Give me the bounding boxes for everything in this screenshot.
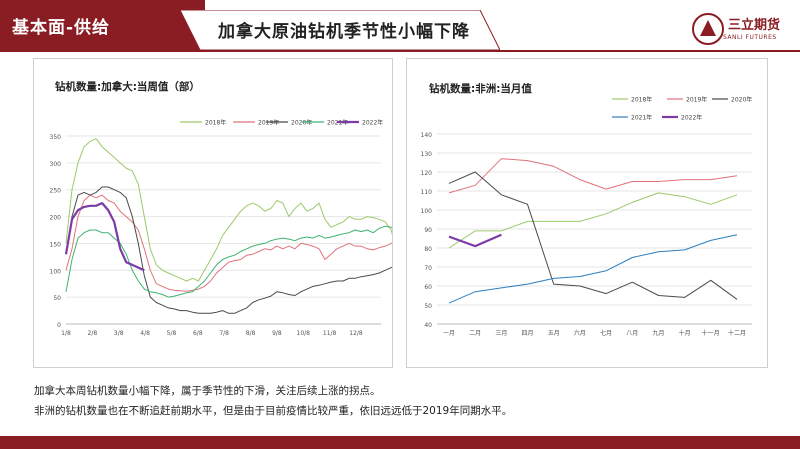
section-title: 基本面-供给: [12, 18, 111, 38]
series-line: [65, 225, 404, 298]
chart-canada: 0 50 100 150 200 250 300 350 1/8 2/8 3/8 4/8 5/8 6/8 7…: [50, 119, 410, 337]
series-line: [448, 158, 738, 194]
x-tick-label: 5/8: [167, 330, 177, 337]
legend-label: 2022年: [681, 114, 702, 122]
series-line: [65, 138, 404, 284]
x-tick-label: 五月: [548, 330, 560, 337]
footer-bar: [0, 436, 800, 449]
chart-panel-africa: 钻机数量:非洲:当月值 40 50 60 70 80 90 100 110 120 130 140 一…: [406, 58, 768, 368]
legend-label: 2022年: [362, 119, 383, 127]
y-tick-label: 250: [50, 188, 62, 195]
y-tick-label: 70: [424, 265, 432, 272]
chart-title: 钻机数量:非洲:当月值: [429, 83, 532, 95]
x-tick-label: 十月: [679, 329, 691, 337]
y-tick-label: 350: [50, 134, 62, 141]
legend-label: 2020年: [731, 96, 752, 104]
x-tick-label: 九月: [652, 329, 664, 337]
x-tick-label: 11/8: [323, 330, 337, 337]
series-line: [64, 202, 145, 272]
y-tick-label: 0: [57, 322, 61, 329]
x-tick-label: 10/8: [297, 330, 311, 337]
note-line: 加拿大本周钻机数量小幅下降，属于季节性的下滑，关注后续上涨的拐点。: [34, 385, 381, 397]
notes: 加拿大本周钻机数量小幅下降，属于季节性的下滑，关注后续上涨的拐点。 非洲的钻机数…: [34, 381, 512, 421]
logo-subtitle: SANLI FUTURES: [723, 34, 777, 41]
x-tick-label: 一月: [443, 330, 455, 337]
y-tick-label: 50: [53, 295, 61, 302]
page-title: 加拿大原油钻机季节性小幅下降: [218, 22, 470, 42]
y-tick-label: 110: [421, 189, 433, 196]
y-tick-label: 80: [424, 246, 432, 253]
note-line: 非洲的钻机数量也在不断追赶前期水平，但是由于目前疫情比较严重，依旧远远低于201…: [34, 405, 513, 417]
x-tick-label: 六月: [574, 329, 586, 337]
x-tick-label: 8/8: [246, 330, 256, 337]
header-bar: 基本面-供给 加拿大原油钻机季节性小幅下降 三立期货 SANLI FUTURES: [0, 0, 800, 50]
x-tick-label: 9/8: [272, 330, 282, 337]
x-tick-label: 三月: [495, 330, 507, 337]
x-tick-label: 7/8: [219, 330, 229, 337]
series-line: [65, 186, 404, 314]
section-band: [0, 0, 205, 50]
chart-title: 钻机数量:加拿大:当周值（部）: [55, 81, 200, 93]
y-tick-label: 100: [50, 268, 62, 275]
legend-label: 2020年: [291, 119, 312, 127]
y-tick-label: 60: [424, 284, 432, 291]
legend-label: 2018年: [205, 119, 226, 127]
x-tick-label: 1/8: [61, 330, 71, 337]
y-tick-label: 300: [50, 161, 62, 168]
x-tick-label: 12/8: [349, 330, 363, 337]
x-tick-label: 十二月: [728, 329, 746, 337]
y-tick-label: 150: [50, 241, 62, 248]
company-logo: [692, 13, 724, 45]
series-line: [448, 234, 738, 304]
series-line: [448, 171, 738, 300]
logo-text: 三立期货: [728, 18, 781, 33]
y-tick-label: 130: [421, 151, 433, 158]
title-banner-shape: [180, 10, 500, 50]
x-tick-label: 七月: [600, 329, 612, 337]
chart-africa: 40 50 60 70 80 90 100 110 120 130 140 一月 二月 三月 四月 五月 六月 七…: [421, 96, 753, 338]
y-tick-label: 200: [50, 215, 62, 222]
y-tick-label: 40: [424, 322, 432, 329]
x-tick-label: 四月: [522, 330, 534, 337]
x-tick-label: 4/8: [140, 330, 150, 337]
x-tick-label: 十一月: [702, 329, 720, 337]
series-line: [448, 192, 738, 249]
chart-panel-canada: 钻机数量:加拿大:当周值（部） 0 50 100 150 200 250 300 350 1/8…: [33, 58, 410, 368]
x-tick-label: 八月: [626, 330, 638, 337]
x-tick-label: 二月: [469, 330, 481, 337]
x-tick-label: 2/8: [88, 330, 98, 337]
legend-label: 2018年: [631, 96, 652, 104]
header-divider: [0, 50, 800, 52]
series-line: [448, 233, 502, 248]
x-tick-label: 3/8: [114, 330, 124, 337]
y-tick-label: 50: [424, 303, 432, 310]
legend-label: 2019年: [686, 96, 707, 104]
x-tick-label: 6/8: [193, 330, 203, 337]
y-tick-label: 120: [421, 170, 433, 177]
series-line: [65, 194, 410, 292]
legend-label: 2021年: [631, 114, 652, 122]
y-tick-label: 140: [421, 132, 433, 139]
y-tick-label: 100: [421, 208, 433, 215]
y-tick-label: 90: [424, 227, 432, 234]
